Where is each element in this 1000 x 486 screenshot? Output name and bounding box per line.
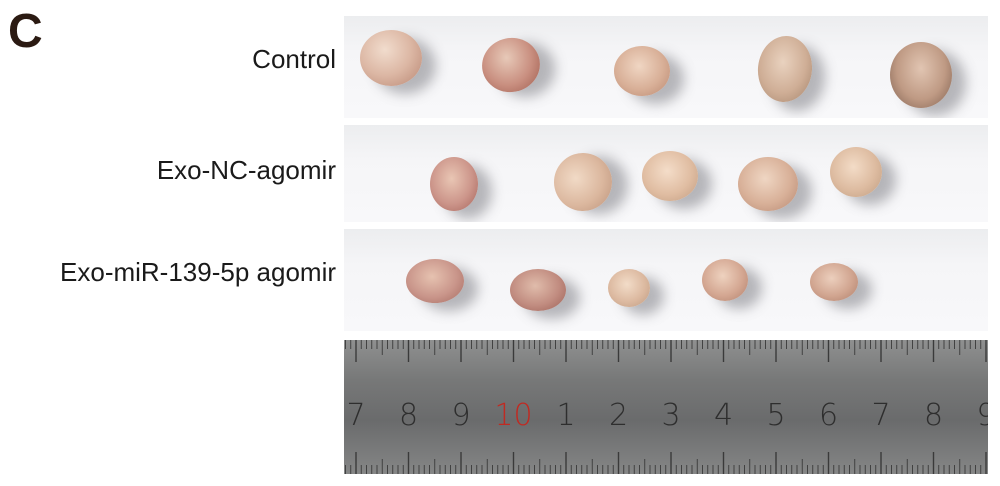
tumor-image — [360, 30, 422, 86]
tumor-strip-exo-nc-agomir — [344, 125, 988, 222]
tumor-image — [430, 157, 478, 211]
tumor-image — [754, 33, 816, 105]
panel-letter: C — [8, 5, 43, 58]
tumor-image — [608, 269, 650, 307]
tumor-strip-exo-mir-139-5p-agomir — [344, 229, 988, 331]
tumor-image — [890, 42, 952, 108]
tumor-image — [642, 151, 698, 201]
tumor-image — [702, 259, 748, 301]
row-label-exo-nc-agomir: Exo-NC-agomir — [156, 155, 336, 185]
row-label-exo-mir-139-5p-agomir: Exo-miR-139-5p agomir — [60, 257, 336, 287]
tumor-image — [510, 269, 566, 311]
tumor-image — [830, 147, 882, 197]
tumor-image — [406, 259, 464, 303]
tumor-image — [810, 263, 858, 301]
tumor-image — [738, 157, 798, 211]
tumor-strip-control — [344, 16, 988, 118]
row-label-control: Control — [252, 44, 336, 74]
tumor-image — [614, 46, 670, 96]
ruler: 7 8 9 10 1 2 3 4 5 6 7 8 9 — [344, 340, 988, 474]
ruler-ticks — [345, 340, 987, 474]
tumor-image — [477, 32, 545, 98]
tumor-image — [546, 145, 620, 219]
